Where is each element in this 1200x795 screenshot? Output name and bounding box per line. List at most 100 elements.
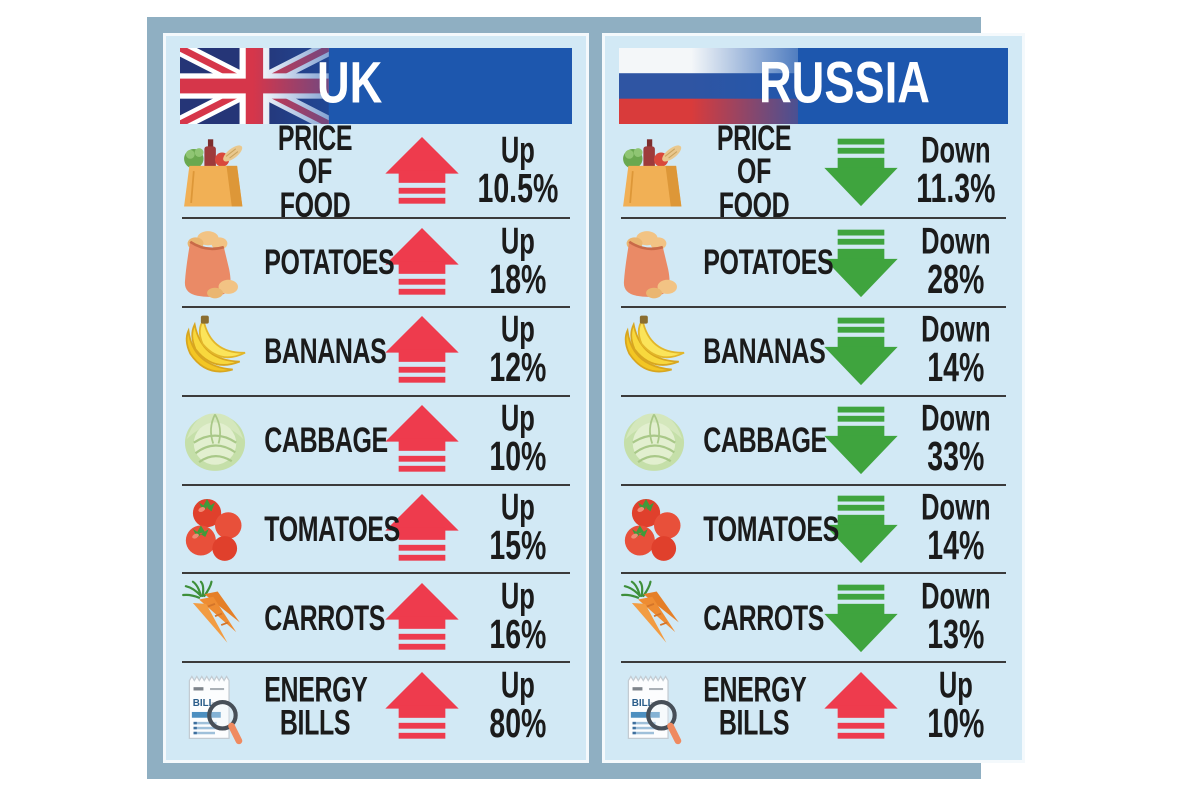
change-direction: Up bbox=[500, 664, 535, 706]
grocery-bag-icon bbox=[180, 134, 250, 210]
change-value: 15% bbox=[489, 523, 547, 570]
change: Down 28% bbox=[916, 223, 995, 303]
row-cabbage: CABBAGE Up 10% bbox=[180, 397, 572, 484]
down-arrow-icon bbox=[821, 316, 901, 386]
row-divider bbox=[182, 572, 570, 575]
change-direction: Down bbox=[920, 398, 991, 440]
item-label: BANANAS bbox=[264, 331, 387, 371]
item-label: CABBAGE bbox=[703, 420, 827, 460]
tomatoes-icon bbox=[180, 491, 250, 567]
russia-panel: RUSSIA PRICE OF FOOD Down 11.3% POTATOES bbox=[601, 33, 1026, 763]
down-arrow-icon bbox=[821, 583, 901, 653]
item-label: TOMATOES bbox=[264, 508, 400, 549]
tomatoes-icon bbox=[619, 491, 689, 567]
change-direction: Down bbox=[920, 129, 991, 171]
change: Up 15% bbox=[477, 489, 558, 569]
change-value: 80% bbox=[489, 701, 547, 747]
energy-bill-icon bbox=[619, 669, 689, 745]
change-direction: Up bbox=[500, 309, 535, 351]
row-divider bbox=[620, 217, 1007, 220]
row-price-of-food: PRICE OF FOOD Down 11.3% bbox=[619, 120, 1009, 222]
row-divider bbox=[620, 661, 1007, 664]
row-divider bbox=[620, 572, 1007, 575]
banner-fade bbox=[180, 48, 423, 124]
row-carrots: CARROTS Up 16% bbox=[180, 574, 572, 661]
change: Up 80% bbox=[477, 667, 558, 747]
change-direction: Down bbox=[920, 486, 991, 528]
row-divider bbox=[182, 305, 570, 308]
russia-banner: RUSSIA bbox=[618, 48, 1009, 124]
item-label: CABBAGE bbox=[264, 420, 388, 460]
change-direction: Up bbox=[500, 129, 535, 171]
change-value: 14% bbox=[927, 523, 985, 570]
change: Up 10% bbox=[916, 667, 995, 747]
change-value: 33% bbox=[927, 434, 985, 481]
change: Up 10% bbox=[477, 400, 558, 480]
up-arrow-icon bbox=[382, 583, 462, 653]
row-tomatoes: TOMATOES Down 14% bbox=[619, 486, 1009, 573]
energy-bill-icon bbox=[180, 669, 250, 745]
infographic-frame: UK PRICE OF FOOD Up 10.5% POTATOES bbox=[147, 17, 1026, 779]
row-divider bbox=[620, 394, 1007, 397]
item-label: BANANAS bbox=[703, 331, 826, 371]
change: Up 10.5% bbox=[477, 132, 558, 212]
change-value: 14% bbox=[927, 346, 985, 392]
row-tomatoes: TOMATOES Up 15% bbox=[180, 486, 572, 573]
russia-rows: PRICE OF FOOD Down 11.3% POTATOES Down 2… bbox=[619, 120, 1009, 750]
change-direction: Up bbox=[500, 220, 535, 262]
item-label: CARROTS bbox=[264, 597, 385, 638]
country-title-uk: UK bbox=[317, 50, 383, 116]
row-potatoes: POTATOES Up 18% bbox=[180, 219, 572, 306]
carrots-icon bbox=[619, 580, 689, 656]
row-bananas: BANANAS Down 14% bbox=[619, 308, 1009, 395]
change-direction: Up bbox=[500, 486, 535, 528]
change-value: 18% bbox=[489, 257, 547, 303]
item-label: POTATOES bbox=[703, 242, 834, 283]
change-value: 12% bbox=[489, 346, 547, 392]
row-bananas: BANANAS Up 12% bbox=[180, 308, 572, 395]
cabbage-icon bbox=[180, 402, 250, 478]
up-arrow-icon bbox=[382, 405, 462, 475]
change: Down 14% bbox=[916, 311, 995, 391]
bananas-icon bbox=[619, 313, 689, 389]
change-direction: Down bbox=[920, 309, 991, 351]
potato-sack-icon bbox=[619, 225, 689, 301]
potato-sack-icon bbox=[180, 225, 250, 301]
up-arrow-icon bbox=[382, 137, 462, 207]
change-direction: Up bbox=[938, 664, 973, 706]
row-potatoes: POTATOES Down 28% bbox=[619, 219, 1009, 306]
item-label: POTATOES bbox=[264, 242, 395, 283]
change: Up 16% bbox=[477, 578, 558, 658]
up-arrow-icon bbox=[382, 316, 462, 386]
uk-banner: UK bbox=[180, 48, 572, 124]
change-direction: Down bbox=[920, 220, 991, 262]
change: Down 14% bbox=[916, 489, 995, 569]
change-value: 13% bbox=[927, 612, 985, 658]
bananas-icon bbox=[180, 313, 250, 389]
change-value: 11.3% bbox=[915, 166, 996, 212]
banner-fade bbox=[618, 48, 861, 124]
change-value: 10.5% bbox=[477, 166, 559, 212]
uk-panel: UK PRICE OF FOOD Up 10.5% POTATOES bbox=[163, 33, 589, 763]
row-divider bbox=[182, 483, 570, 486]
change-direction: Up bbox=[500, 398, 535, 440]
change-value: 10% bbox=[927, 701, 985, 747]
country-title-russia: RUSSIA bbox=[759, 50, 930, 116]
down-arrow-icon bbox=[821, 405, 901, 475]
change: Up 18% bbox=[477, 223, 558, 303]
uk-rows: PRICE OF FOOD Up 10.5% POTATOES Up 18% bbox=[180, 120, 572, 750]
change-value: 16% bbox=[489, 612, 547, 658]
change: Down 11.3% bbox=[916, 132, 995, 212]
row-divider bbox=[182, 394, 570, 397]
row-divider bbox=[620, 483, 1007, 486]
cabbage-icon bbox=[619, 402, 689, 478]
item-label: PRICE OF FOOD bbox=[716, 118, 792, 225]
row-cabbage: CABBAGE Down 33% bbox=[619, 397, 1009, 484]
change: Down 13% bbox=[916, 578, 995, 658]
item-label: ENERGY BILLS bbox=[264, 669, 368, 743]
change: Down 33% bbox=[916, 400, 995, 480]
row-carrots: CARROTS Down 13% bbox=[619, 574, 1009, 661]
up-arrow-icon bbox=[821, 672, 901, 742]
row-divider bbox=[182, 661, 570, 664]
